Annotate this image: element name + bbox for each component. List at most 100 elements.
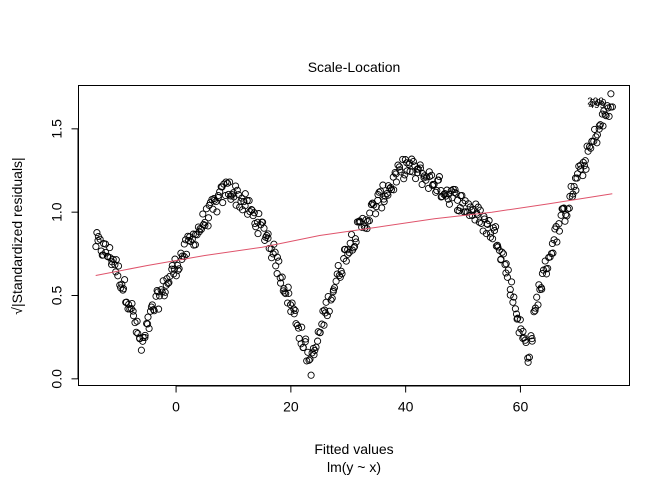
data-point xyxy=(305,356,313,364)
data-point xyxy=(501,261,509,269)
data-point xyxy=(342,257,350,265)
data-point xyxy=(195,228,203,236)
data-point xyxy=(444,195,452,203)
x-axis: 0 20 40 60 xyxy=(172,385,528,415)
data-point xyxy=(351,242,359,251)
data-point xyxy=(114,262,123,270)
data-point xyxy=(591,125,599,133)
data-point xyxy=(325,307,333,315)
data-point xyxy=(199,220,208,229)
data-point xyxy=(141,331,149,339)
outlier-label: 298 xyxy=(587,97,604,108)
data-point xyxy=(111,261,119,269)
data-point xyxy=(365,217,373,225)
data-point xyxy=(506,285,514,294)
data-point xyxy=(372,210,380,218)
data-point xyxy=(367,201,375,209)
data-point xyxy=(475,218,483,226)
data-point xyxy=(400,175,408,183)
data-point xyxy=(213,208,221,216)
data-point xyxy=(160,292,168,300)
data-point xyxy=(598,110,606,118)
data-point xyxy=(180,240,188,248)
data-point xyxy=(570,182,578,191)
data-point xyxy=(458,191,466,200)
data-point xyxy=(327,296,335,304)
data-point xyxy=(306,355,314,363)
data-point xyxy=(560,204,568,212)
data-point xyxy=(133,317,141,325)
data-point xyxy=(93,229,101,237)
data-point xyxy=(297,340,305,348)
data-point xyxy=(387,186,396,194)
data-point xyxy=(141,333,149,342)
data-point xyxy=(430,180,438,188)
data-point xyxy=(512,310,521,318)
data-point xyxy=(434,176,442,184)
data-point xyxy=(171,255,179,263)
data-point xyxy=(395,163,404,171)
data-point xyxy=(555,220,563,228)
data-point xyxy=(323,312,331,320)
data-point xyxy=(579,172,587,180)
data-point xyxy=(174,261,182,269)
data-point xyxy=(593,139,601,147)
data-point xyxy=(572,186,580,194)
data-point xyxy=(605,112,613,120)
data-point xyxy=(252,223,260,231)
data-point xyxy=(595,122,603,130)
data-point xyxy=(524,354,532,362)
data-point xyxy=(531,307,539,315)
data-point xyxy=(131,319,139,327)
data-point xyxy=(587,144,595,152)
data-point xyxy=(155,305,163,313)
outlier-label: 499 xyxy=(588,100,605,111)
data-point xyxy=(241,190,249,198)
data-point xyxy=(328,294,336,302)
data-point xyxy=(394,161,402,169)
data-point xyxy=(264,230,272,238)
data-point xyxy=(492,223,500,231)
data-point xyxy=(168,261,176,270)
data-point xyxy=(150,307,158,315)
data-point xyxy=(503,273,511,281)
data-point xyxy=(506,291,514,299)
data-point xyxy=(281,289,289,297)
chart-title: Scale-Location xyxy=(308,59,401,75)
data-point xyxy=(580,162,588,170)
data-point xyxy=(581,157,589,165)
data-point xyxy=(330,284,339,292)
data-point xyxy=(573,174,581,182)
data-point xyxy=(114,272,122,280)
data-point xyxy=(607,90,615,98)
data-point xyxy=(380,198,388,206)
data-point xyxy=(455,207,463,215)
data-point xyxy=(255,210,263,218)
data-point xyxy=(403,167,411,175)
data-point xyxy=(226,178,234,186)
data-point xyxy=(298,323,306,331)
data-point xyxy=(197,225,205,233)
data-point xyxy=(129,312,138,320)
data-point xyxy=(499,250,508,258)
data-point xyxy=(245,197,253,205)
data-point xyxy=(428,171,436,179)
data-point xyxy=(515,329,523,337)
data-point xyxy=(513,315,521,323)
data-point xyxy=(530,308,538,316)
data-point xyxy=(161,288,169,296)
data-point xyxy=(240,198,248,206)
data-point xyxy=(101,240,110,248)
data-point xyxy=(121,276,129,284)
data-point xyxy=(379,181,387,189)
data-point xyxy=(144,320,152,328)
data-point xyxy=(129,307,137,315)
data-point xyxy=(321,306,329,314)
data-point xyxy=(483,220,492,228)
data-point xyxy=(555,227,563,235)
data-point xyxy=(386,184,394,192)
data-point xyxy=(494,243,502,251)
data-point xyxy=(191,241,199,249)
data-point xyxy=(527,332,535,340)
